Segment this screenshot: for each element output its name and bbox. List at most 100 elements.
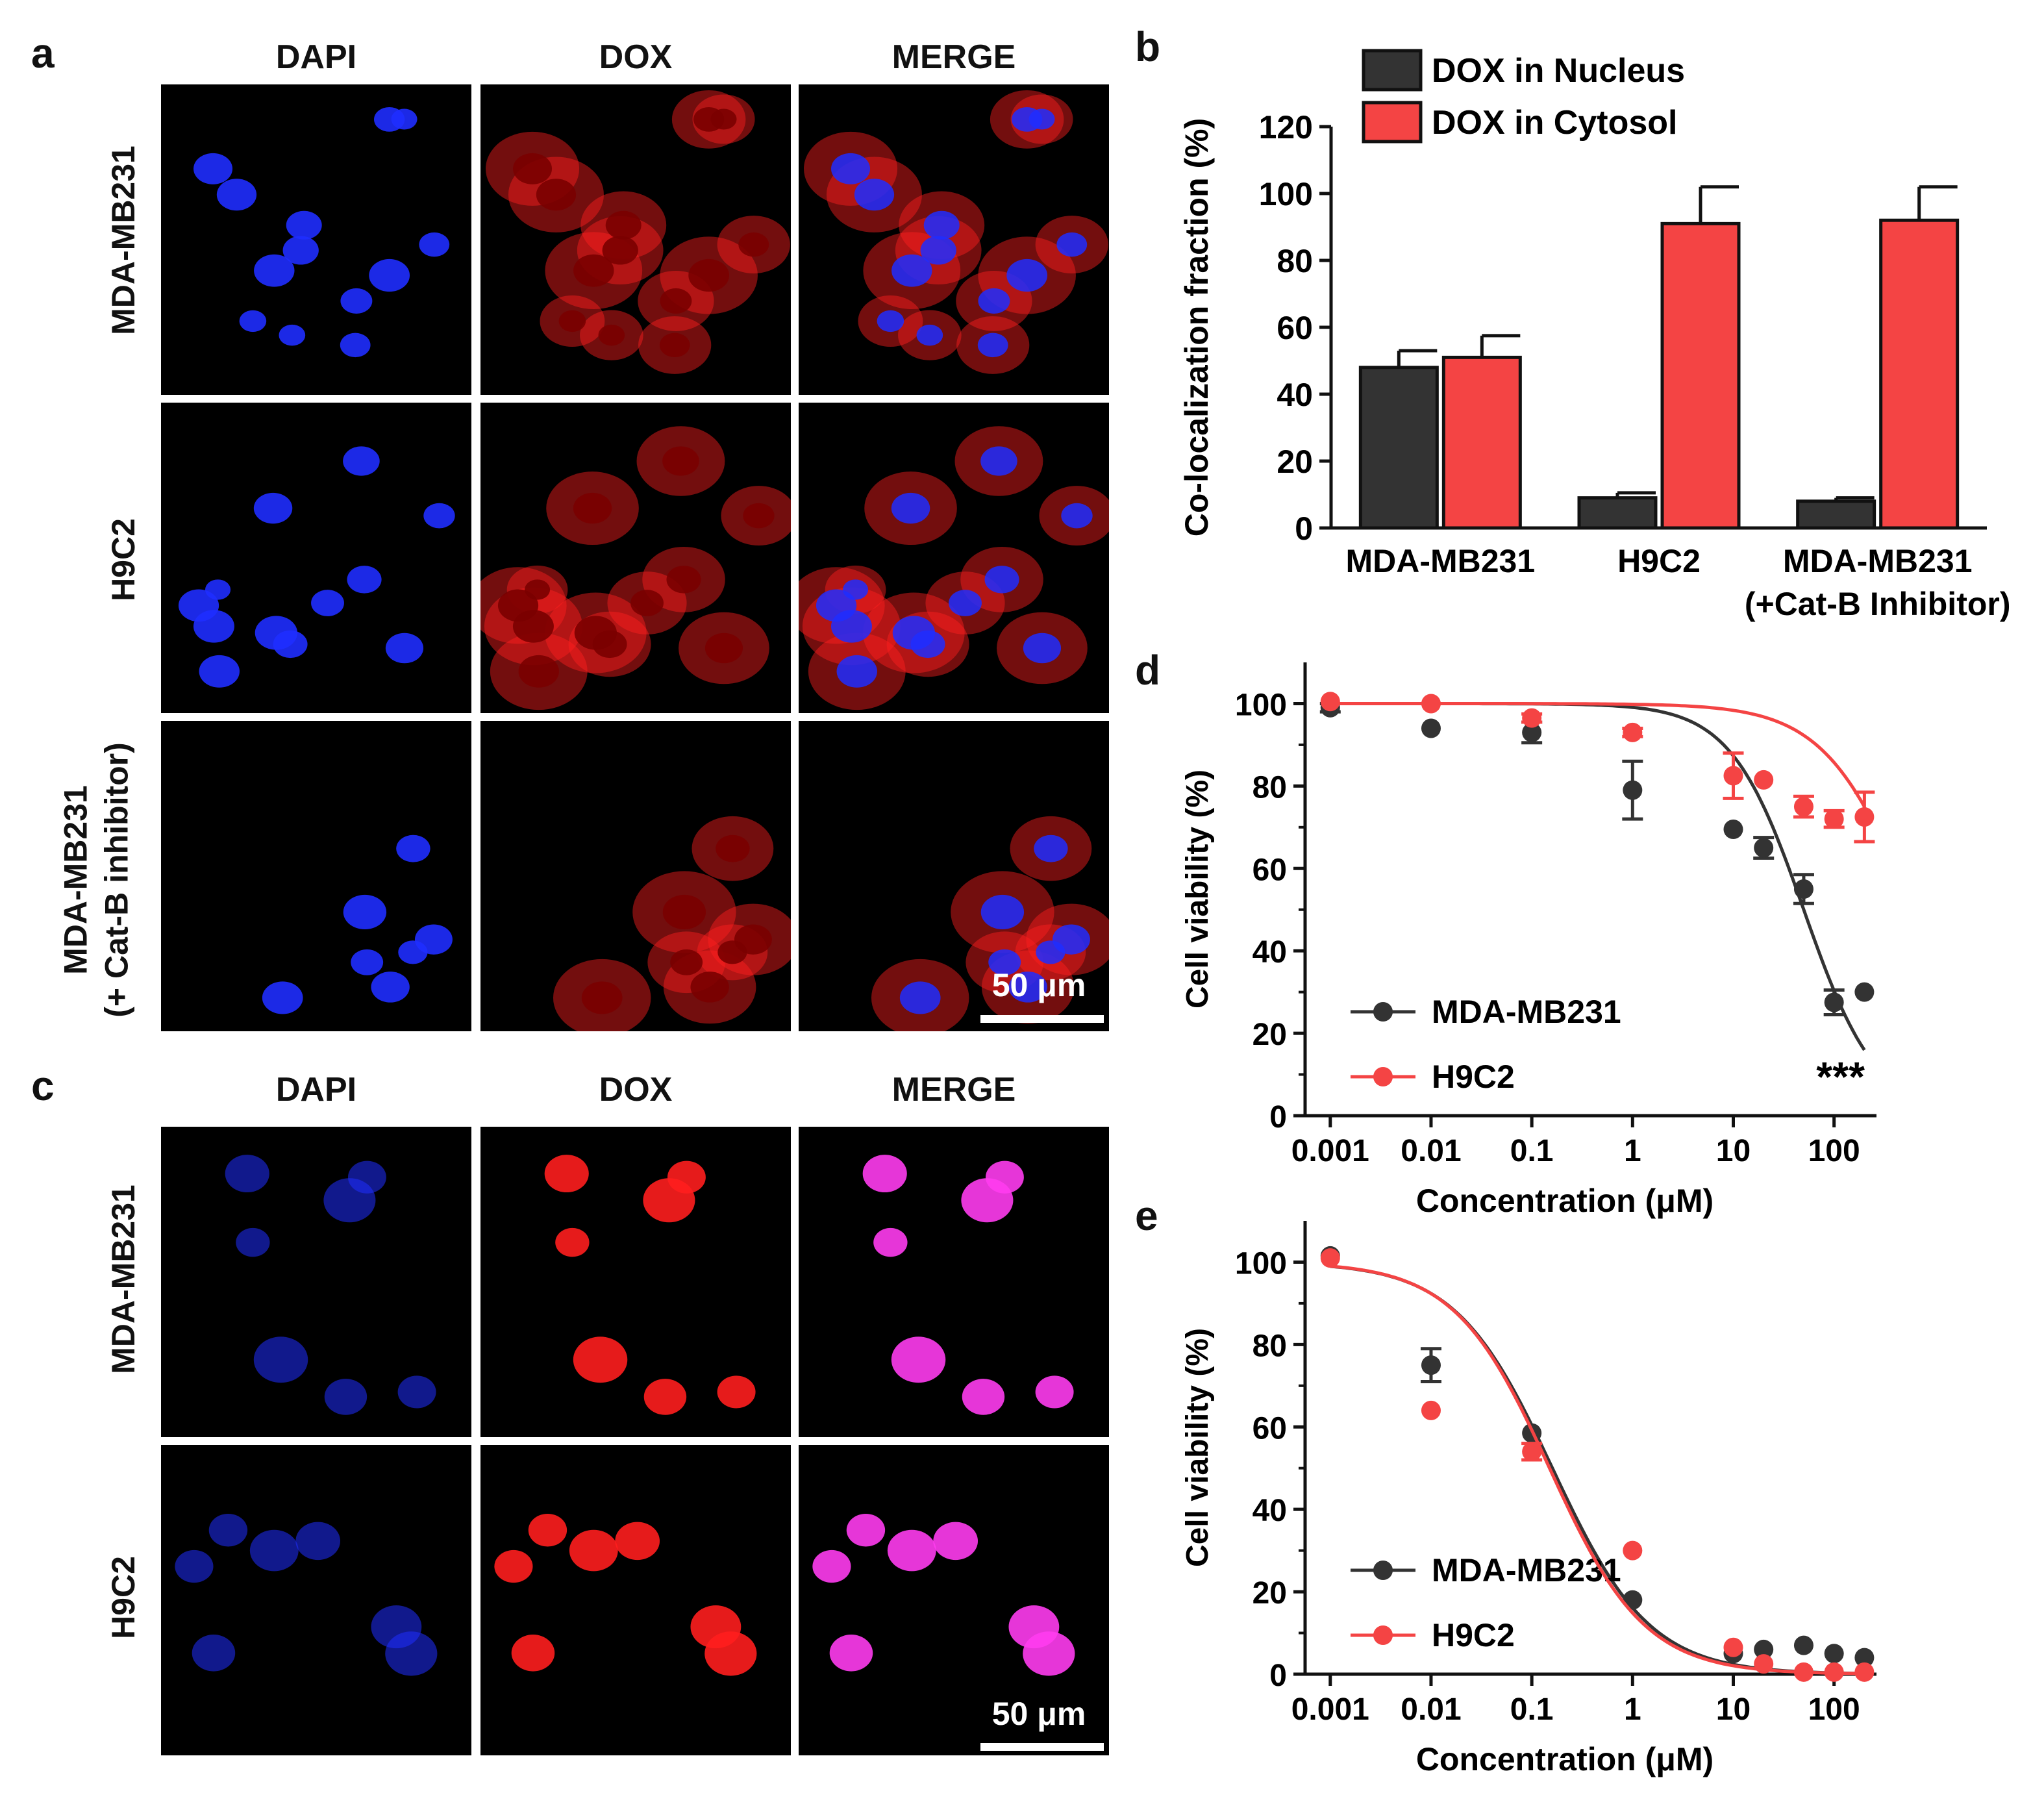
chart-e-legend-marker-0 — [1373, 1561, 1393, 1580]
chart-d-xtick-label-2: 0.1 — [1510, 1134, 1554, 1168]
panel-a-row-mda-inhib-line1: MDA-MB231 — [57, 785, 94, 975]
panel-a-scale-bar-label: 50 μm — [991, 967, 1086, 1003]
panel-c-tile-r1-dapi — [161, 1445, 471, 1755]
chart-e-legend-label-0: MDA-MB231 — [1432, 1552, 1621, 1588]
chart-e-point-1-1 — [1421, 1400, 1441, 1420]
chart-b-legend-label-1: DOX in Cytosol — [1432, 104, 1677, 142]
chart-d-xtick-label-3: 1 — [1624, 1134, 1641, 1168]
chart-e-point-0-7 — [1824, 1644, 1844, 1664]
chart-d-point-1-0 — [1320, 692, 1340, 712]
chart-b-bar-1-1 — [1660, 221, 1741, 530]
chart-e-point-1-3 — [1623, 1540, 1643, 1561]
chart-b-xtick-label-2: MDA-MB231 — [1783, 543, 1973, 579]
chart-d-point-1-1 — [1421, 694, 1441, 714]
chart-b-legend-swatch-0 — [1362, 49, 1423, 92]
chart-d-point-1-3 — [1623, 722, 1643, 742]
chart-e-ytick-label-4: 80 — [1253, 1329, 1287, 1363]
chart-d-significance: *** — [1816, 1053, 1865, 1100]
panel-a-row-mda: MDA-MB231 — [105, 145, 142, 335]
chart-d-point-0-2 — [1522, 722, 1542, 742]
chart-d-point-0-3 — [1623, 780, 1643, 800]
chart-d-point-1-4 — [1723, 766, 1743, 786]
chart-d-legend-label-0: MDA-MB231 — [1432, 994, 1621, 1030]
chart-e-ytick-label-2: 40 — [1253, 1494, 1287, 1528]
chart-e-xtick-label-4: 10 — [1716, 1692, 1751, 1727]
chart-e-xtick-label-0: 0.001 — [1291, 1692, 1369, 1727]
chart-b-colocalization: 0 20 40 60 80 100 120 Co-localization fraction … — [1178, 49, 2011, 622]
panel-a-col-dox: DOX — [599, 38, 673, 76]
panel-a-row-mda-inhib-line2: (+ Cat-B inhibitor) — [98, 742, 134, 1018]
chart-b-legend-label-0: DOX in Nucleus — [1432, 52, 1685, 90]
chart-d-xtick-label-0: 0.001 — [1291, 1134, 1369, 1168]
chart-b-bar-0-1 — [1577, 496, 1658, 530]
chart-d-point-0-5 — [1754, 838, 1774, 858]
chart-d-point-0-8 — [1854, 982, 1875, 1002]
chart-e-point-1-6 — [1793, 1662, 1813, 1682]
chart-e-point-1-8 — [1854, 1662, 1875, 1682]
chart-e-point-0-5 — [1754, 1639, 1774, 1659]
chart-d-viability: 0 20 40 60 80 100 0.001 0.01 0.1 1 10 100 Concentrat… — [1180, 662, 1876, 1219]
panel-c-row-h9c2: H9C2 — [105, 1556, 142, 1639]
chart-d-point-1-6 — [1793, 797, 1813, 817]
panel-a-tile-r1-dapi — [161, 403, 471, 713]
panel-a-row-mda-inhib: MDA-MB231 (+ Cat-B inhibitor) — [56, 742, 137, 1018]
panel-a-tile-r0-merge — [799, 84, 1109, 395]
chart-b-ytick-label-3: 60 — [1277, 310, 1313, 346]
chart-b-xtick-label-1: H9C2 — [1617, 543, 1701, 579]
panel-a-tile-r2-dapi — [161, 721, 471, 1031]
chart-e-xtick-label-1: 0.01 — [1401, 1692, 1461, 1727]
panel-a-col-merge: MERGE — [891, 38, 1016, 76]
panel-a-col-dapi: DAPI — [275, 38, 357, 76]
chart-d-point-0-6 — [1793, 879, 1813, 899]
chart-d-legend-label-1: H9C2 — [1432, 1059, 1515, 1095]
chart-d-point-1-5 — [1754, 770, 1774, 790]
panel-label-c: c — [31, 1062, 55, 1109]
chart-d-xtick-label-4: 10 — [1716, 1134, 1751, 1168]
chart-b-xtick-sublabel-2: (+Cat-B Inhibitor) — [1745, 586, 2011, 622]
chart-d-point-1-7 — [1824, 809, 1844, 829]
panel-c-row-mda: MDA-MB231 — [105, 1185, 142, 1374]
chart-d-ytick-label-5: 100 — [1235, 688, 1287, 722]
chart-d-ytick-label-1: 20 — [1253, 1018, 1287, 1052]
chart-d-ytick-label-0: 0 — [1269, 1100, 1287, 1135]
chart-e-legend-marker-1 — [1373, 1625, 1393, 1645]
chart-b-ytick-label-2: 40 — [1277, 377, 1313, 413]
panel-label-d: d — [1135, 647, 1161, 694]
chart-e-xtick-label-2: 0.1 — [1510, 1692, 1554, 1727]
panel-c-tile-r0-dapi — [161, 1127, 471, 1437]
panel-c-scale-bar-label: 50 μm — [991, 1696, 1086, 1732]
panel-a-scale-bar — [980, 1015, 1104, 1023]
chart-e-xtick-label-3: 1 — [1624, 1692, 1641, 1727]
chart-b-ytick-label-5: 100 — [1259, 176, 1313, 212]
chart-b-bar-0-2 — [1796, 499, 1876, 530]
panel-c-col-merge: MERGE — [891, 1071, 1016, 1109]
chart-d-point-1-2 — [1522, 708, 1542, 728]
panel-c-tile-r0-dox — [480, 1127, 791, 1437]
chart-e-point-1-5 — [1754, 1654, 1774, 1674]
chart-b-ytick-label-1: 20 — [1277, 444, 1313, 480]
chart-d-point-0-4 — [1723, 819, 1743, 839]
chart-e-viability: 0 20 40 60 80 100 0.001 0.01 0.1 1 10 100 Concentrat… — [1180, 1221, 1876, 1777]
chart-b-xtick-label-0: MDA-MB231 — [1345, 543, 1535, 579]
chart-b-ytick-label-4: 80 — [1277, 243, 1313, 279]
chart-e-point-1-7 — [1824, 1662, 1844, 1682]
chart-e-ytick-label-5: 100 — [1235, 1246, 1287, 1281]
chart-e-xlabel: Concentration (μM) — [1416, 1741, 1714, 1777]
chart-e-ytick-label-3: 60 — [1253, 1411, 1287, 1446]
chart-d-ytick-label-2: 40 — [1253, 935, 1287, 970]
chart-e-fit-0 — [1330, 1264, 1865, 1675]
panel-a-tile-r2-merge — [799, 721, 1109, 1031]
panel-c-tile-r0-merge — [799, 1127, 1109, 1437]
chart-e-fit-1 — [1330, 1264, 1865, 1675]
chart-b-bar-0-0 — [1358, 366, 1439, 530]
panel-label-e: e — [1135, 1192, 1158, 1239]
chart-b-ylabel: Co-localization fraction (%) — [1178, 118, 1215, 536]
panel-c-scale-bar — [980, 1743, 1104, 1751]
chart-d-fit-1 — [1330, 702, 1866, 808]
chart-d-point-0-7 — [1824, 992, 1844, 1012]
chart-e-point-0-1 — [1421, 1355, 1441, 1375]
panel-a-tile-r2-dox — [480, 721, 791, 1031]
chart-d-xtick-label-5: 100 — [1808, 1134, 1860, 1168]
chart-b-ytick-label-0: 0 — [1295, 510, 1313, 547]
chart-d-ylabel: Cell viability (%) — [1180, 770, 1215, 1009]
